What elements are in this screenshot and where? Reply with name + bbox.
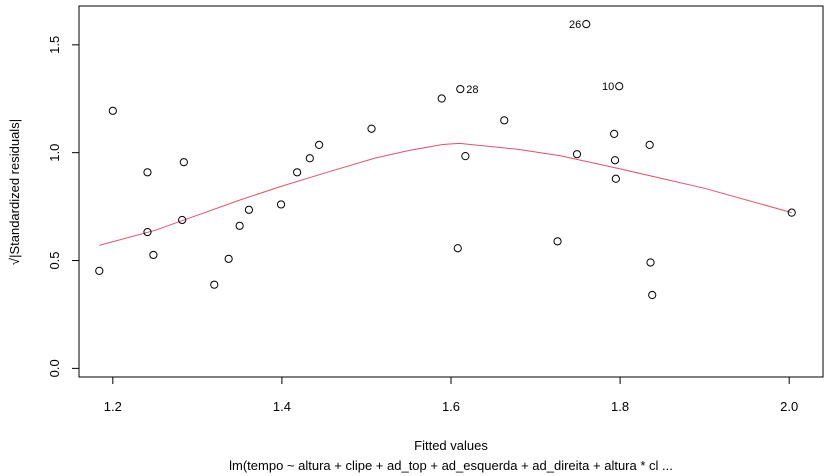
data-point [143, 227, 152, 237]
y-tick-label: 0.5 [47, 251, 62, 269]
y-tick-label: 0.0 [47, 359, 62, 377]
y-axis-label: √|Standardized residuals| [7, 119, 22, 265]
data-point [461, 152, 470, 161]
smoother-line [99, 142, 792, 246]
x-tick-label: 1.6 [442, 399, 460, 414]
data-point [572, 150, 582, 159]
plot-frame [78, 5, 824, 378]
data-point [293, 168, 302, 177]
data-point [787, 208, 796, 217]
data-point [367, 124, 376, 133]
data-point [179, 158, 188, 167]
data-point [178, 215, 187, 225]
data-point [276, 200, 286, 209]
axes: 1.2 1.4 1.6 1.8 2.0 0.0 0.5 1.0 1.5 [47, 36, 798, 414]
data-point [610, 129, 619, 139]
data-point [456, 84, 465, 94]
point-label: 10 [602, 81, 614, 93]
data-point [149, 250, 158, 260]
data-point [500, 116, 509, 125]
x-axis-label: Fitted values [414, 438, 488, 453]
points-layer: 28 26 10 [95, 19, 796, 300]
x-tick-label: 2.0 [780, 399, 798, 414]
x-tick-label: 1.4 [273, 399, 291, 414]
data-point [235, 221, 244, 230]
smoother-layer [99, 142, 792, 246]
data-point [645, 140, 654, 150]
point-label: 28 [466, 84, 478, 96]
data-point [646, 258, 655, 267]
data-point [95, 266, 104, 275]
data-point [244, 205, 254, 214]
x-tick-label: 1.8 [611, 399, 629, 414]
data-point [611, 174, 620, 183]
data-point [315, 140, 324, 150]
y-tick-label: 1.5 [47, 36, 62, 54]
data-point [582, 20, 591, 29]
data-point [108, 106, 117, 115]
data-point [437, 94, 446, 103]
data-point [143, 168, 152, 177]
data-point [453, 244, 462, 253]
data-point [305, 154, 314, 163]
data-point [210, 280, 219, 289]
data-point [553, 237, 562, 246]
data-point [615, 82, 624, 91]
y-tick-label: 1.0 [47, 144, 62, 162]
x-tick-label: 1.2 [104, 399, 122, 414]
data-point [648, 290, 657, 300]
chart-subtitle: lm(tempo ~ altura + clipe + ad_top + ad_… [229, 458, 673, 473]
data-point [610, 156, 620, 165]
point-label: 26 [569, 19, 581, 31]
data-point [224, 254, 233, 263]
